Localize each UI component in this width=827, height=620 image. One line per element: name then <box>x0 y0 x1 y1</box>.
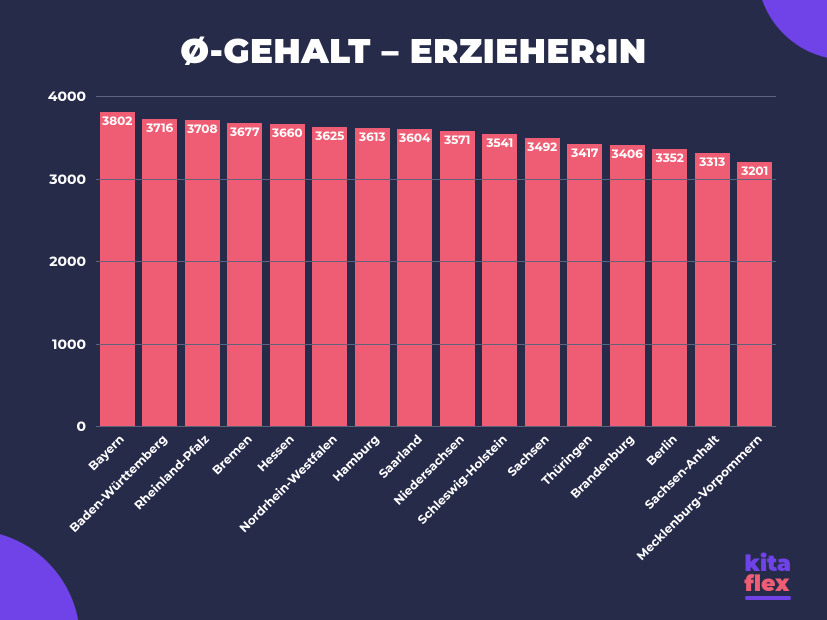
x-label-column: Sachsen <box>521 426 564 427</box>
bar: 3201 <box>737 162 772 426</box>
bar-value-label: 3613 <box>359 130 386 145</box>
logo-line2: flex <box>745 574 791 594</box>
bar-value-label: 3571 <box>444 133 470 148</box>
bar: 3492 <box>525 138 560 426</box>
y-axis-label: 4000 <box>26 87 86 105</box>
x-label-column: Berlin <box>649 426 692 427</box>
bar: 3613 <box>355 128 390 426</box>
x-label-column: Nordrhein-Westfalen <box>309 426 352 427</box>
bar: 3352 <box>652 149 687 426</box>
salary-bar-chart: 3802 3716 3708 3677 3660 3625 3613 3604 3571 3541… <box>96 96 776 426</box>
gridline <box>96 96 776 97</box>
x-axis-category-label: Sachsen-Anhalt <box>642 432 723 513</box>
bar-value-label: 3716 <box>146 121 173 136</box>
bar-value-label: 3406 <box>612 147 643 162</box>
infographic-canvas: Ø-GEHALT – ERZIEHER:IN 38023716370836773… <box>0 0 827 620</box>
bar: 3625 <box>312 127 347 426</box>
gridline <box>96 179 776 180</box>
bar: 3417 <box>567 144 602 426</box>
x-label-column: Hessen <box>266 426 309 427</box>
x-label-column: Mecklenburg-Vorpommern <box>734 426 777 427</box>
y-axis-label: 3000 <box>26 170 86 188</box>
gridline <box>96 344 776 345</box>
bar-value-label: 3541 <box>486 136 513 151</box>
bar: 3604 <box>397 129 432 426</box>
x-axis-category-label: Rheinland-Pfalz <box>132 432 213 513</box>
kitaflex-logo: kita flex <box>745 554 791 600</box>
bar-value-label: 3604 <box>399 131 430 146</box>
y-axis-label: 0 <box>26 417 86 435</box>
gridline <box>96 261 776 262</box>
x-label-column: Niedersachsen <box>436 426 479 427</box>
bar: 3571 <box>440 131 475 426</box>
x-label-column: Brandenburg <box>606 426 649 427</box>
plot-area: 3802 3716 3708 3677 3660 3625 3613 3604 3571 3541… <box>96 96 776 426</box>
bar: 3313 <box>695 153 730 426</box>
x-axis-category-label: Berlin <box>643 432 680 469</box>
bar: 3406 <box>610 145 645 426</box>
bar: 3716 <box>142 119 177 426</box>
x-label-column: Rheinland-Pfalz <box>181 426 224 427</box>
bar: 3660 <box>270 124 305 426</box>
x-label-column: Thüringen <box>564 426 607 427</box>
bar-value-label: 3352 <box>656 151 684 166</box>
x-label-column: Hamburg <box>351 426 394 427</box>
x-label-column: Schleswig-Holstein <box>479 426 522 427</box>
x-axis-category-label: Hessen <box>255 432 298 475</box>
x-label-column: Bremen <box>224 426 267 427</box>
bar: 3708 <box>185 120 220 426</box>
x-axis-category-label: Bayern <box>86 432 128 474</box>
bar: 3677 <box>227 123 262 426</box>
x-label-column: Bayern <box>96 426 139 427</box>
bar-value-label: 3802 <box>102 114 132 129</box>
bar-value-label: 3660 <box>272 126 303 141</box>
bar-value-label: 3313 <box>699 155 725 170</box>
bar-value-label: 3417 <box>571 146 598 161</box>
y-axis-label: 1000 <box>26 335 86 353</box>
x-axis-category-label: Bremen <box>209 432 255 478</box>
bar: 3802 <box>100 112 135 426</box>
bar-value-label: 3677 <box>230 125 260 140</box>
y-axis-label: 2000 <box>26 252 86 270</box>
bar-value-label: 3492 <box>527 140 557 155</box>
chart-title: Ø-GEHALT – ERZIEHER:IN <box>0 30 827 72</box>
x-label-column: Saarland <box>394 426 437 427</box>
bar-value-label: 3625 <box>315 129 344 144</box>
x-axis-labels: BayernBaden-WürttembergRheinland-PfalzBr… <box>96 426 776 427</box>
bar-value-label: 3708 <box>187 122 217 137</box>
bar-value-label: 3201 <box>741 164 768 179</box>
x-label-column: Sachsen-Anhalt <box>691 426 734 427</box>
x-label-column: Baden-Württemberg <box>139 426 182 427</box>
accent-blob-bottom-left <box>0 530 80 620</box>
